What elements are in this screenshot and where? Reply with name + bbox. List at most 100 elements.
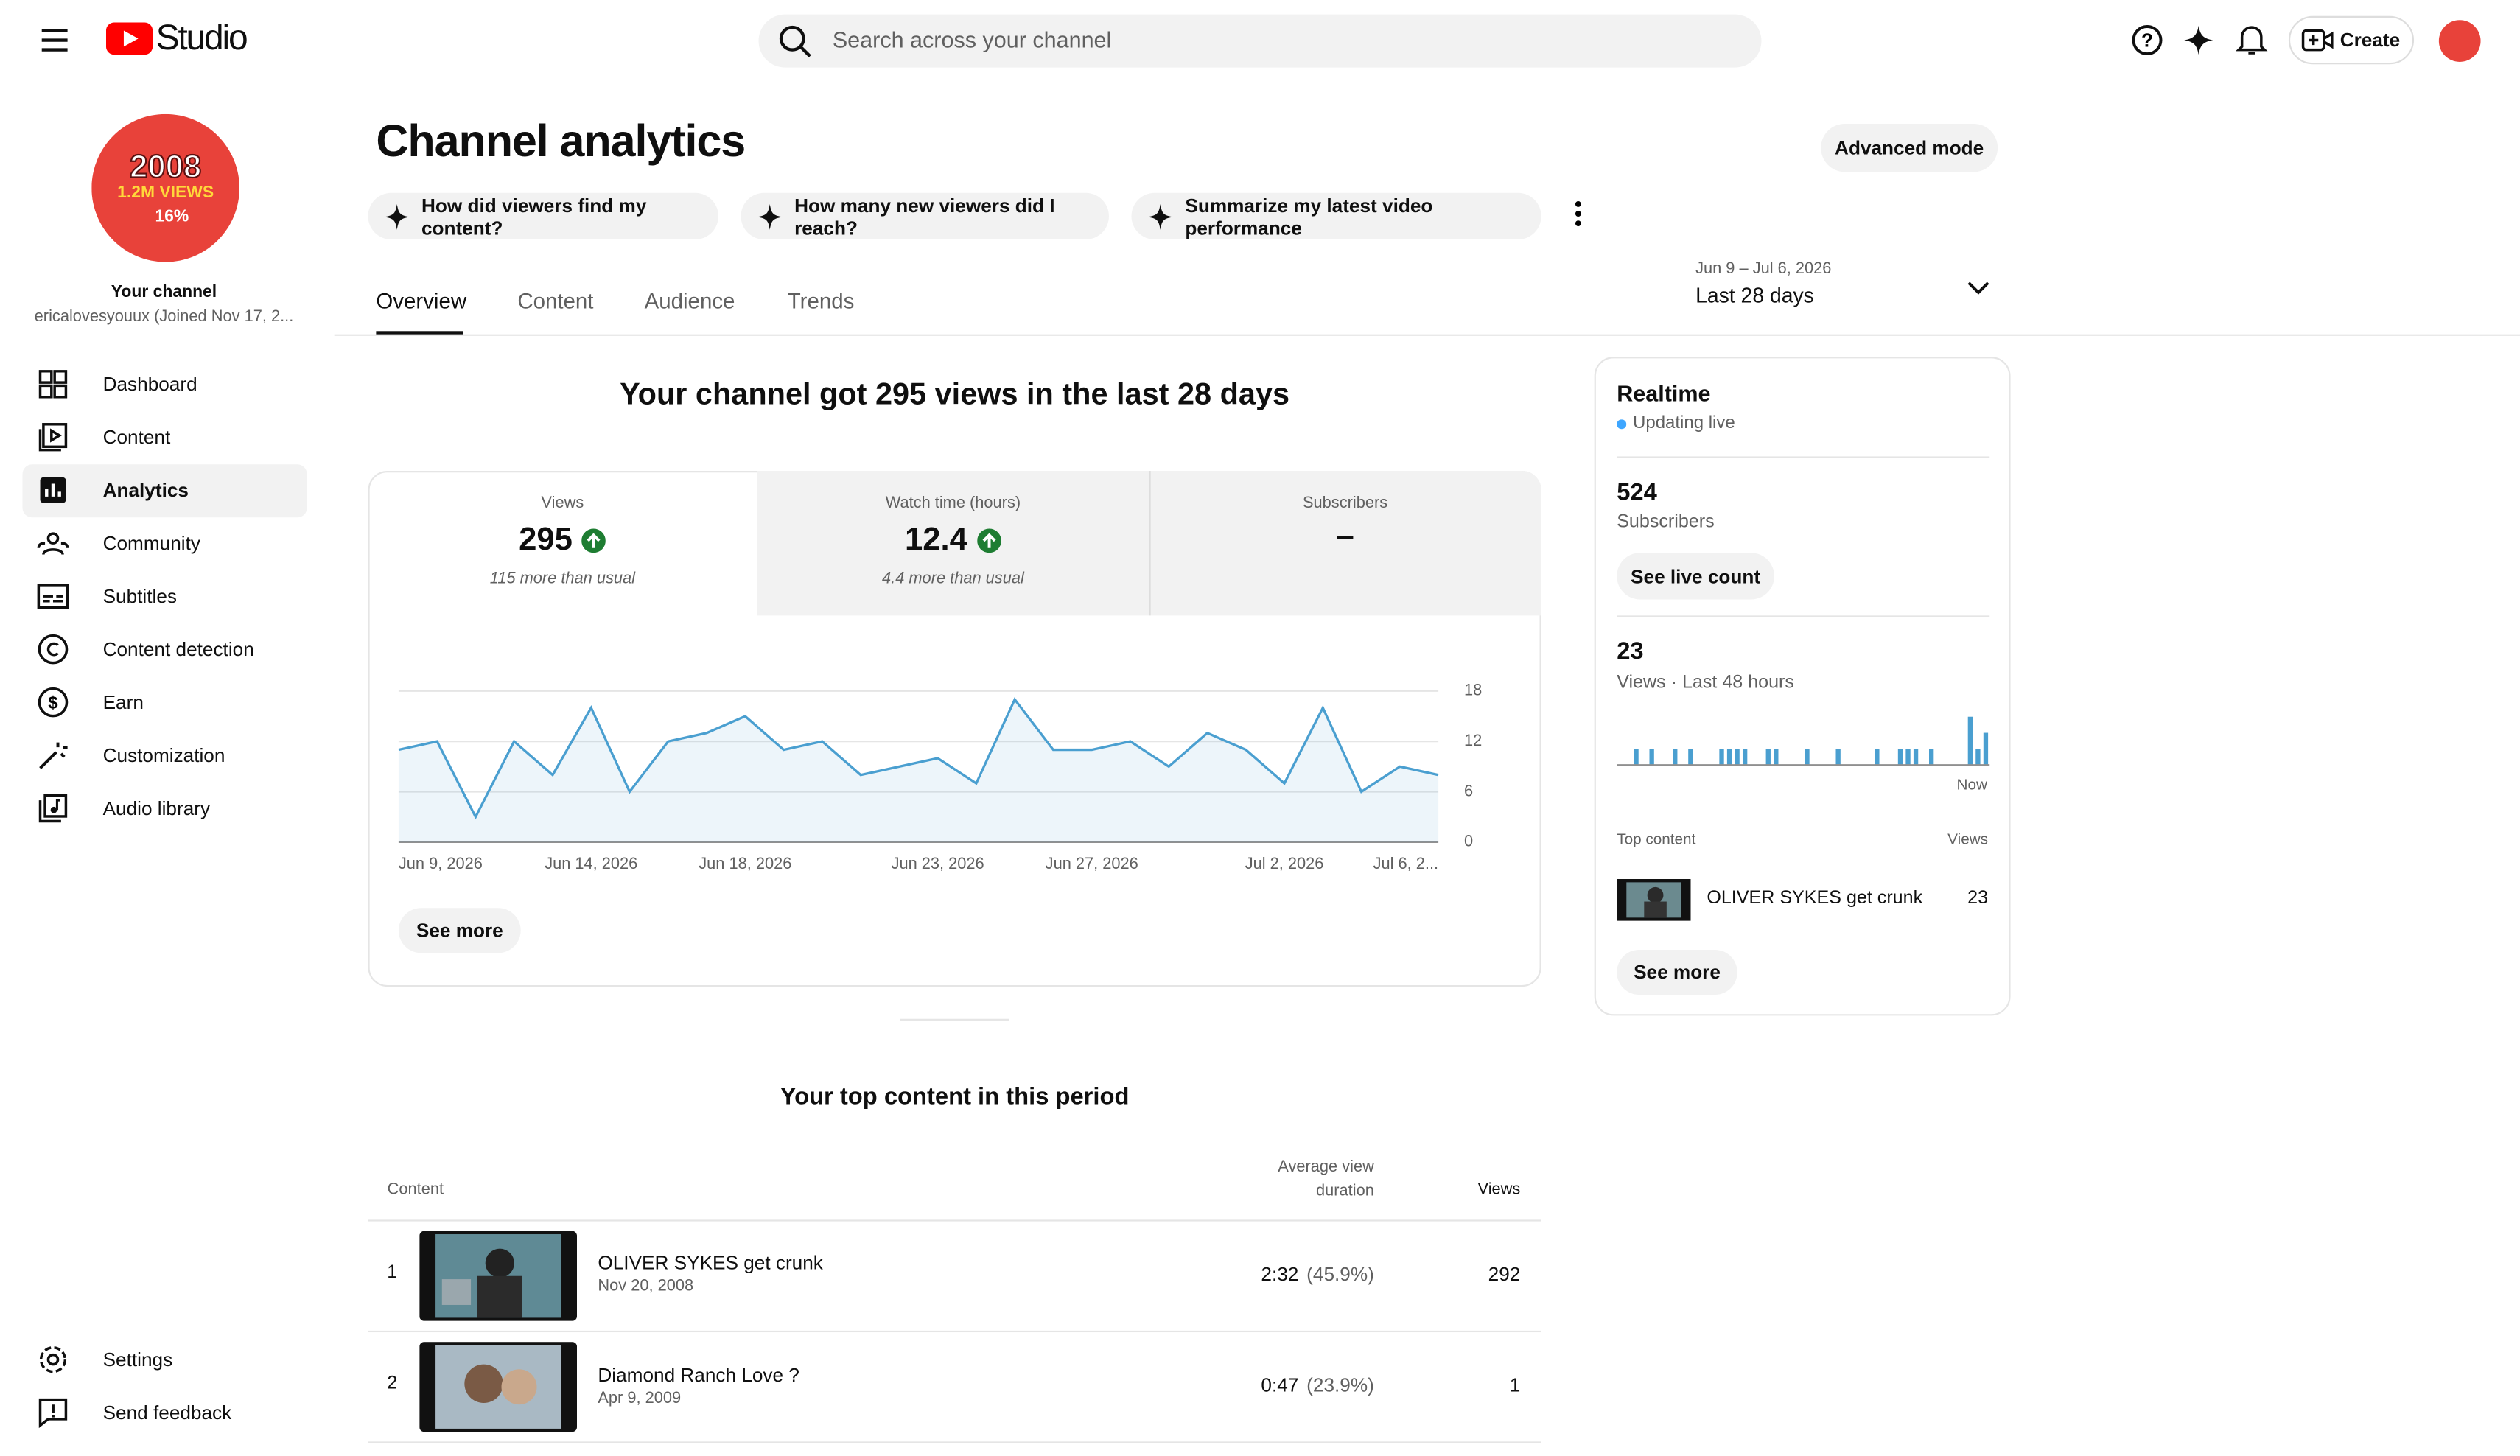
prompt-text: Summarize my latest video performance <box>1185 193 1433 239</box>
tab[interactable]: Trends <box>787 289 855 314</box>
nav-icon <box>39 1346 67 1373</box>
bar <box>1805 749 1810 766</box>
bar <box>1634 749 1639 766</box>
date-period[interactable]: Last 28 days <box>1695 283 1814 308</box>
nav-icon <box>40 477 66 503</box>
more-icon[interactable] <box>1573 201 1583 227</box>
nav-label: Content <box>102 425 171 449</box>
prompt-chip[interactable]: Summarize my latest video performance <box>1131 192 1541 239</box>
page-title: Channel analytics <box>376 116 746 167</box>
nav-highlight <box>22 464 307 518</box>
nav-label: Content detection <box>102 637 254 661</box>
thumbnail[interactable] <box>419 1231 578 1321</box>
live-dot <box>1617 419 1627 430</box>
nav-label: Settings <box>102 1348 173 1371</box>
bar <box>1975 749 1981 766</box>
metric-label[interactable]: Watch time (hours) <box>885 494 1021 513</box>
video-title[interactable]: OLIVER SYKES get crunk <box>598 1251 823 1275</box>
nav-item[interactable]: Dashboard <box>37 368 197 400</box>
realtime-status: Updating live <box>1633 413 1735 433</box>
nav-item[interactable]: Audio library <box>37 792 210 825</box>
now-label: Now <box>1956 777 1987 795</box>
avg-duration: 0:47 <box>1261 1373 1299 1396</box>
nav-label: Analytics <box>102 478 189 502</box>
nav-item[interactable]: Content <box>37 421 170 453</box>
metric-value: 12.4 <box>905 522 967 558</box>
create-button[interactable] <box>2288 15 2415 65</box>
x-tick-label: Jun 18, 2026 <box>699 854 791 872</box>
y-tick-label: 6 <box>1464 781 1473 799</box>
logo-text[interactable]: Studio <box>155 17 248 58</box>
metric-note: 4.4 more than usual <box>882 570 1024 589</box>
nav-icon <box>38 370 68 399</box>
video-title[interactable]: Diamond Ranch Love ? <box>598 1364 799 1387</box>
see-more-button[interactable]: See more <box>1617 949 1737 995</box>
advanced-mode-button[interactable]: Advanced mode <box>1821 123 1998 172</box>
column-header[interactable]: Views <box>1477 1181 1521 1200</box>
nav-item[interactable]: Settings <box>37 1343 172 1376</box>
metric-value-row: 12.4 <box>905 521 1001 559</box>
top-item-title[interactable]: OLIVER SYKES get crunk <box>1707 889 1923 909</box>
nav-item[interactable]: $ Earn <box>37 686 144 718</box>
nav-item[interactable]: Community <box>37 527 200 559</box>
ai-icon <box>384 203 409 229</box>
logo-icon[interactable] <box>105 22 153 55</box>
menu-icon[interactable] <box>41 27 69 53</box>
metric-label[interactable]: Views <box>541 494 584 513</box>
nav-item[interactable]: Customization <box>37 739 225 771</box>
up-icon <box>581 528 606 553</box>
dropdown-icon[interactable] <box>1967 279 1990 295</box>
create-icon <box>2301 29 2334 52</box>
thumbnail[interactable] <box>1617 879 1691 921</box>
divider <box>1617 615 1990 617</box>
ai-icon[interactable] <box>2183 24 2215 57</box>
prompt-chip[interactable]: How many new viewers did I reach? <box>741 192 1109 239</box>
avg-duration: 2:32 <box>1261 1262 1299 1286</box>
nav-item[interactable]: Subtitles <box>37 580 177 612</box>
bar <box>1742 749 1748 766</box>
help-icon[interactable]: ? <box>2131 24 2163 57</box>
tab-divider <box>334 334 2520 336</box>
tab[interactable]: Overview <box>376 289 467 314</box>
search-box[interactable] <box>758 14 1762 68</box>
prompt-chip[interactable]: How did viewers find my content? <box>368 192 718 239</box>
nav-item[interactable]: Analytics <box>37 474 189 506</box>
prompt-text: How many new viewers did I reach? <box>794 193 1055 239</box>
notifications-icon[interactable] <box>2236 23 2268 58</box>
up-icon <box>977 528 1001 553</box>
metric-value: 295 <box>519 522 573 558</box>
column-header: Top content <box>1617 831 1696 850</box>
realtime-title: Realtime <box>1617 380 1711 406</box>
bar <box>1835 749 1841 766</box>
svg-text:$: $ <box>48 693 57 713</box>
live-count-button[interactable]: See live count <box>1617 553 1774 600</box>
metric-label[interactable]: Subscribers <box>1303 494 1388 513</box>
realtime-views: 23 <box>1617 637 1644 665</box>
x-tick-label: Jun 14, 2026 <box>545 854 637 872</box>
column-header[interactable]: Average view duration <box>1278 1158 1374 1201</box>
nav-item[interactable]: Send feedback <box>37 1396 231 1429</box>
date-range[interactable]: Jun 9 – Jul 6, 2026 <box>1695 260 1832 279</box>
create-label: Create <box>2339 28 2401 52</box>
svg-text:?: ? <box>2141 29 2153 52</box>
nav-item[interactable]: Content detection <box>37 633 254 665</box>
divider <box>1617 456 1990 458</box>
bar <box>1774 749 1779 766</box>
see-more-button[interactable]: See more <box>398 908 521 953</box>
realtime-views-label: Views · Last 48 hours <box>1617 673 1794 693</box>
bar <box>1719 749 1724 766</box>
thumbnail[interactable] <box>419 1342 578 1432</box>
bar <box>1875 749 1880 766</box>
nav-icon <box>39 742 68 769</box>
metric-note: 115 more than usual <box>489 570 636 589</box>
account-avatar[interactable] <box>2438 19 2482 63</box>
bar <box>1765 749 1771 766</box>
tab[interactable]: Content <box>517 289 594 314</box>
tab[interactable]: Audience <box>644 289 735 314</box>
ai-icon <box>1147 203 1172 229</box>
x-tick-label: Jun 23, 2026 <box>892 854 984 872</box>
metric-value-row: 295 <box>519 521 606 559</box>
area <box>398 699 1439 842</box>
bar <box>1913 749 1919 766</box>
